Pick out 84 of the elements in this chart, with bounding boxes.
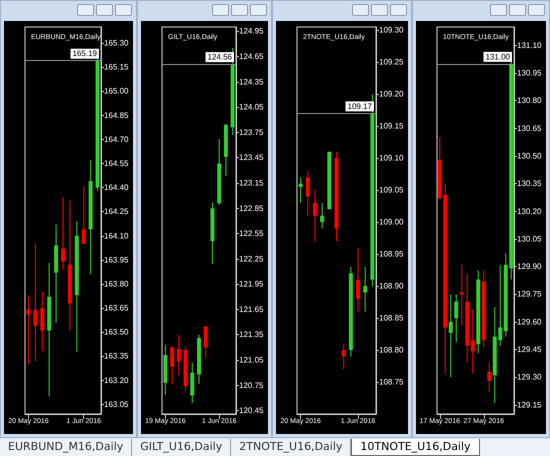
y-tick-label: 109.30 [379,26,404,35]
y-tick-label: 163.80 [104,279,130,288]
y-tick-label: 130.80 [517,96,542,106]
y-tick-label: 109.15 [379,122,404,131]
y-tick-label: 123.45 [239,153,264,162]
candlestick [61,196,65,270]
candlestick [312,190,317,242]
y-tick-label: 120.45 [239,406,264,416]
y-tick-label: 130.65 [517,124,542,133]
y-tick-label: 163.95 [104,255,130,264]
candlestick [176,334,181,376]
y-tick-label: 129.90 [517,262,542,272]
y-tick-label: 165.00 [104,86,130,96]
y-tick-label: 163.65 [104,304,130,313]
candlestick [342,343,346,370]
y-tick-label: 129.15 [517,400,542,410]
y-tick-label: 164.25 [104,207,130,216]
y-tick-label: 124.65 [239,52,264,62]
y-tick-label: 164.10 [104,231,130,240]
y-tick-label: 108.80 [379,346,404,355]
y-tick-label: 163.05 [104,400,130,409]
y-tick-label: 109.20 [379,90,404,99]
y-tick-label: 164.55 [104,158,130,168]
y-tick-label: 123.75 [239,128,264,137]
y-tick-label: 165.30 [104,38,130,48]
y-tick-label: 108.90 [379,282,404,291]
y-tick-label: 109.25 [379,58,404,67]
y-tick-label: 163.50 [104,328,130,337]
y-tick-label: 130.05 [517,234,542,244]
y-tick-label: 165.15 [104,62,130,72]
candlestick [448,294,453,378]
candlestick [320,202,324,229]
y-tick-label: 129.60 [517,317,542,326]
candlestick [82,185,86,244]
candlestick [306,170,310,216]
ref-line-label: 131.00 [486,52,511,62]
y-tick-label: 131.10 [517,40,542,50]
y-tick-label: 109.05 [379,186,404,195]
y-tick-label: 109.00 [379,218,404,227]
ref-line-label: 109.17 [348,102,373,111]
y-tick-label: 109.10 [379,154,404,163]
candlestick [487,362,492,392]
candlestick [170,346,174,385]
y-tick-label: 121.95 [239,280,264,289]
candlestick [363,266,368,312]
candlestick [298,176,303,204]
y-tick-label: 164.70 [104,134,130,144]
y-tick-label: 163.20 [104,376,130,385]
y-tick-label: 108.85 [379,314,404,323]
y-tick-label: 164.85 [104,110,130,120]
y-tick-label: 121.05 [239,356,264,365]
chart-title: 2TNOTE_U16,Daily [239,440,342,453]
chart-title: GILT_U16,Daily [140,440,222,453]
candlestick [204,326,208,359]
candlestick [33,243,38,362]
y-tick-label: 130.95 [517,68,542,78]
ref-line-label: 165.19 [72,49,98,58]
y-tick-label: 121.65 [239,304,264,314]
candlestick [26,294,30,365]
ref-line-label: 124.56 [208,52,233,62]
y-tick-label: 130.35 [517,179,542,188]
chart-title: EURBUND_M16,Daily [8,440,124,453]
y-tick-label: 130.20 [517,206,542,216]
y-tick-label: 122.85 [239,204,264,213]
y-tick-label: 121.35 [239,330,264,340]
y-tick-label: 123.15 [239,178,264,188]
y-tick-label: 124.05 [239,102,264,112]
candlestick [356,247,360,312]
y-tick-label: 122.25 [239,254,264,264]
y-tick-label: 124.35 [239,77,264,86]
y-tick-label: 164.40 [104,183,130,192]
y-tick-label: 108.95 [379,250,404,259]
y-tick-label: 129.75 [517,290,542,299]
y-tick-label: 129.30 [517,372,542,382]
y-tick-label: 120.75 [239,380,264,390]
y-tick-label: 130.50 [517,152,542,160]
y-tick-label: 122.55 [239,229,264,238]
y-tick-label: 163.35 [104,352,130,361]
candlestick [40,291,44,352]
candlestick [454,294,458,343]
y-tick-label: 124.95 [239,26,264,36]
y-tick-label: 108.75 [379,378,404,387]
y-tick-label: 129.45 [517,345,542,354]
candlestick [190,362,194,404]
